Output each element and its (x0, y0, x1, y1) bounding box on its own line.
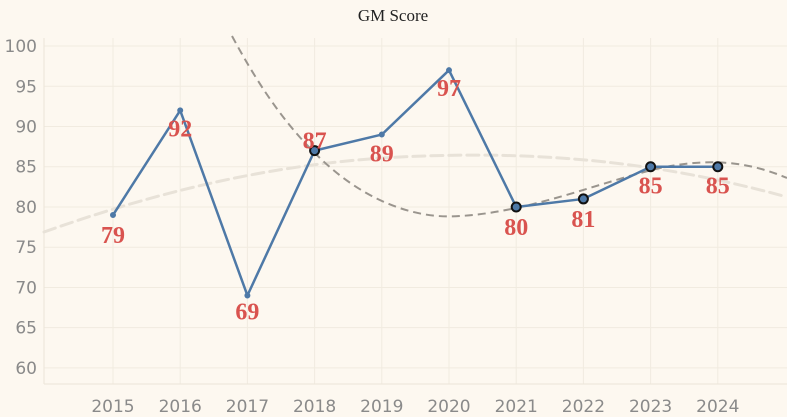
x-tick-label-2020: 2020 (427, 397, 470, 417)
data-point-2018 (309, 145, 321, 157)
x-tick-label-2016: 2016 (159, 397, 202, 417)
data-label-2022: 81 (571, 207, 595, 233)
chart-title: GM Score (358, 6, 428, 25)
x-tick-label-2017: 2017 (226, 397, 269, 417)
x-tick-label-2021: 2021 (495, 397, 538, 417)
y-axis: 60 65 70 75 80 85 90 95 100 (5, 37, 37, 379)
y-tick-label-75: 75 (15, 238, 37, 258)
points-layer (110, 67, 724, 299)
trend-line-light (42, 153, 787, 234)
data-label-2019: 89 (370, 142, 394, 168)
labels-layer: 79 92 69 87 89 97 80 81 85 85 (101, 76, 730, 325)
data-point-2016 (177, 107, 184, 114)
data-point-2015 (110, 212, 116, 219)
data-point-2024 (712, 161, 724, 173)
y-tick-label-65: 65 (15, 319, 37, 339)
y-tick-label-70: 70 (15, 278, 37, 298)
data-label-2023: 85 (639, 174, 663, 200)
y-tick-label-95: 95 (15, 77, 37, 97)
trend-layer (42, 35, 787, 234)
y-tick-label-90: 90 (15, 118, 37, 138)
y-tick-label-60: 60 (15, 359, 37, 379)
data-point-2022 (577, 193, 589, 205)
data-label-2015: 79 (101, 223, 125, 249)
data-label-2020: 97 (437, 76, 461, 102)
x-tick-label-2015: 2015 (91, 397, 134, 417)
data-label-2017: 69 (235, 299, 259, 325)
data-point-2017 (244, 292, 251, 299)
data-label-2018: 87 (303, 129, 327, 155)
y-tick-label-85: 85 (15, 158, 37, 178)
y-tick-label-100: 100 (5, 37, 37, 57)
grid-layer (43, 38, 787, 385)
series-line (111, 68, 718, 297)
data-label-2016: 92 (168, 116, 192, 142)
data-label-2021: 80 (504, 215, 528, 241)
x-tick-label-2019: 2019 (360, 397, 403, 417)
line-layer (111, 68, 718, 297)
x-tick-label-2023: 2023 (629, 397, 672, 417)
x-tick-label-2018: 2018 (293, 397, 336, 417)
x-tick-label-2024: 2024 (696, 397, 739, 417)
data-point-2023 (645, 161, 657, 173)
data-point-2019 (378, 131, 385, 138)
y-tick-label-80: 80 (15, 198, 37, 218)
x-tick-label-2022: 2022 (562, 397, 605, 417)
data-point-2020 (446, 67, 452, 74)
x-axis: 2015 2016 2017 2018 2019 2020 2021 2022 2023 2024 (91, 397, 739, 417)
data-label-2024: 85 (706, 174, 730, 200)
data-point-2021 (510, 201, 522, 213)
